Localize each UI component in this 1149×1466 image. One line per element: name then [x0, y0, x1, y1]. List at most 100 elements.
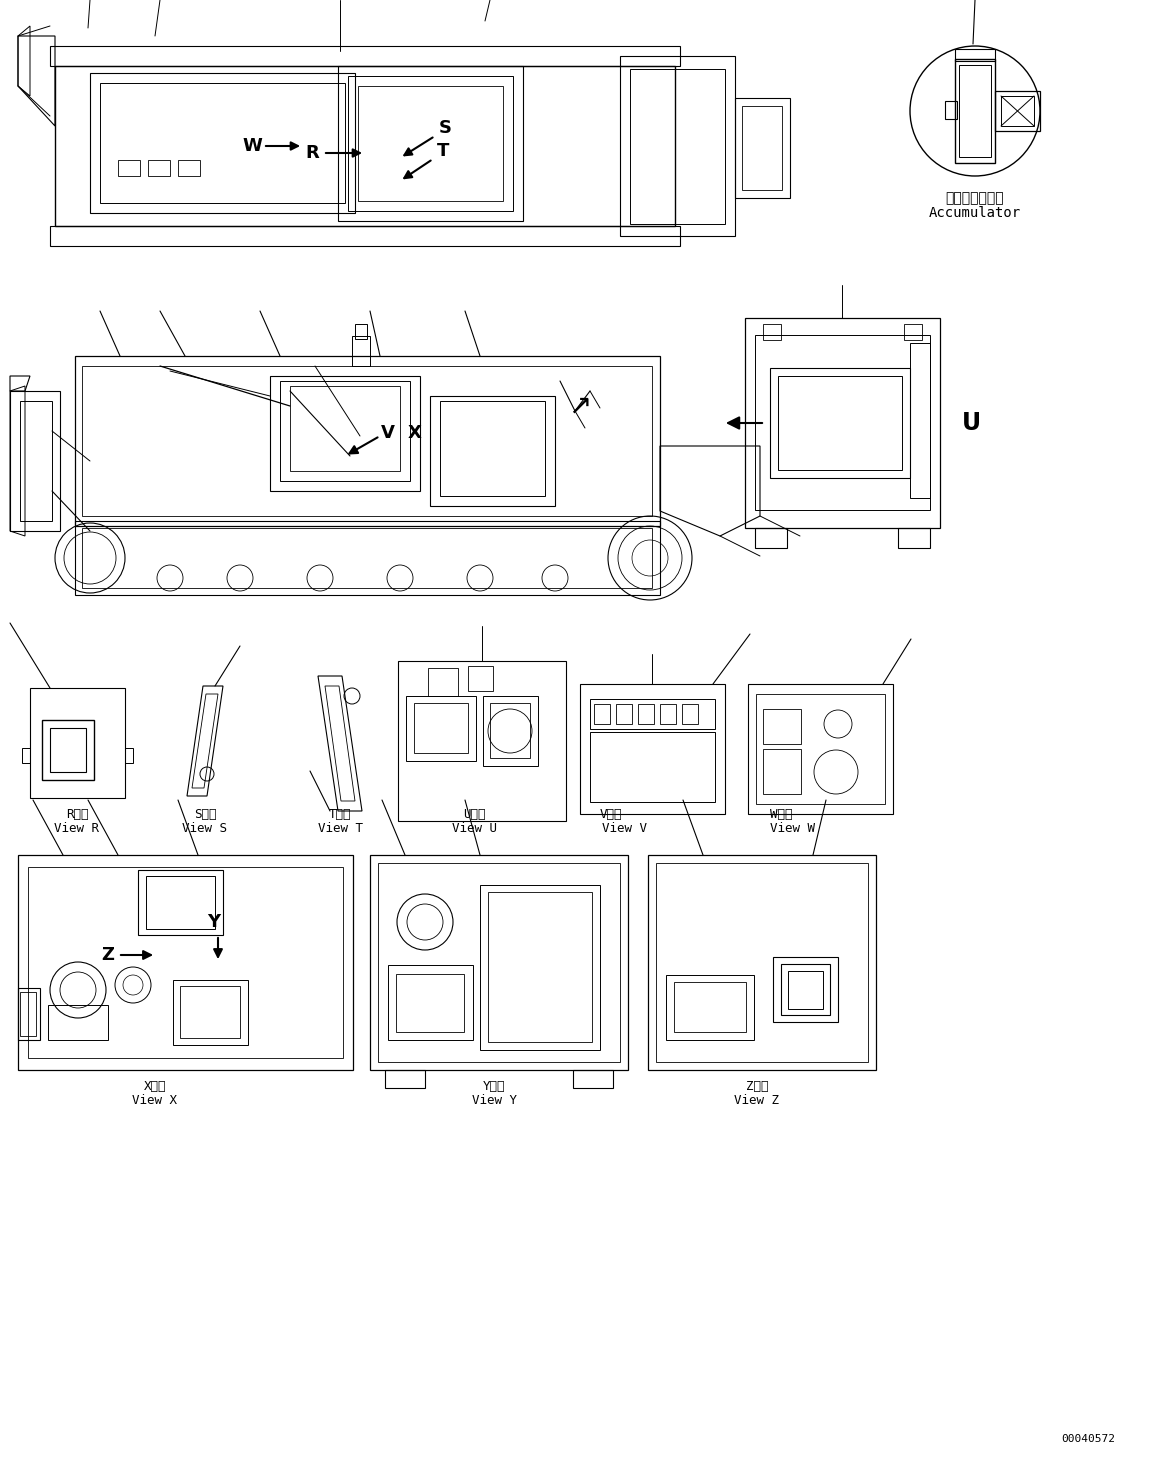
Bar: [763, 324, 781, 340]
Bar: [352, 336, 370, 366]
Bar: [770, 368, 910, 478]
Bar: [148, 160, 170, 176]
Bar: [910, 343, 930, 498]
Bar: [358, 86, 503, 201]
Bar: [580, 685, 725, 814]
Bar: [944, 101, 957, 119]
Bar: [755, 336, 930, 510]
Text: View Y: View Y: [471, 1094, 517, 1107]
Bar: [290, 386, 400, 471]
Bar: [270, 375, 421, 491]
Bar: [398, 661, 566, 821]
Bar: [488, 891, 592, 1042]
Bar: [28, 866, 344, 1058]
Text: V: V: [381, 424, 395, 443]
Bar: [440, 402, 545, 496]
Text: S: S: [439, 119, 452, 136]
Bar: [18, 855, 353, 1070]
Bar: [594, 704, 610, 724]
Text: X: X: [408, 424, 422, 443]
Text: Y: Y: [208, 913, 221, 931]
Text: U　視: U 視: [463, 808, 485, 821]
Text: Z: Z: [101, 946, 115, 965]
Text: View S: View S: [183, 821, 228, 834]
Bar: [406, 696, 476, 761]
Bar: [355, 324, 367, 339]
Bar: [90, 73, 355, 213]
Text: View X: View X: [132, 1094, 177, 1107]
Bar: [742, 106, 782, 191]
Text: R　視: R 視: [65, 808, 88, 821]
Bar: [100, 84, 345, 202]
Bar: [338, 66, 523, 221]
Bar: [660, 704, 676, 724]
Bar: [648, 855, 876, 1070]
Bar: [468, 666, 493, 690]
Bar: [899, 528, 930, 548]
Text: View U: View U: [452, 821, 496, 834]
Bar: [55, 66, 674, 226]
Bar: [388, 965, 473, 1039]
Bar: [748, 685, 893, 814]
Bar: [146, 877, 215, 929]
Bar: [173, 979, 248, 1045]
Bar: [674, 982, 746, 1032]
Bar: [683, 704, 697, 724]
Bar: [778, 375, 902, 471]
Bar: [656, 863, 867, 1061]
Text: T　視: T 視: [329, 808, 352, 821]
Bar: [396, 973, 464, 1032]
Bar: [630, 69, 725, 224]
Bar: [1001, 95, 1034, 126]
Bar: [480, 885, 600, 1050]
Bar: [763, 749, 801, 795]
Bar: [735, 98, 791, 198]
Bar: [620, 56, 735, 236]
Bar: [370, 855, 629, 1070]
Bar: [904, 324, 921, 340]
Text: Accumulator: Accumulator: [928, 207, 1021, 220]
Bar: [348, 76, 512, 211]
Bar: [125, 748, 133, 762]
Text: View W: View W: [770, 821, 815, 834]
Text: U: U: [962, 410, 981, 435]
Bar: [781, 965, 830, 1014]
Bar: [385, 1070, 425, 1088]
Text: View V: View V: [602, 821, 647, 834]
Bar: [427, 668, 458, 696]
Bar: [483, 696, 538, 767]
Bar: [745, 318, 940, 528]
Text: W: W: [242, 136, 262, 155]
Text: R: R: [306, 144, 319, 163]
Bar: [378, 863, 620, 1061]
Text: View T: View T: [317, 821, 362, 834]
Bar: [20, 992, 36, 1036]
Text: X　視: X 視: [144, 1079, 167, 1092]
Bar: [959, 65, 990, 157]
Text: View R: View R: [54, 821, 100, 834]
Bar: [955, 48, 995, 62]
Bar: [48, 1006, 108, 1039]
Text: アキュムレータ: アキュムレータ: [946, 191, 1004, 205]
Text: Y　視: Y 視: [483, 1079, 506, 1092]
Bar: [51, 729, 86, 773]
Text: 00040572: 00040572: [1061, 1434, 1115, 1444]
Bar: [118, 160, 140, 176]
Text: T: T: [437, 142, 449, 160]
Bar: [30, 688, 125, 798]
Bar: [755, 528, 787, 548]
Bar: [22, 748, 30, 762]
Bar: [180, 987, 240, 1038]
Bar: [616, 704, 632, 724]
Bar: [666, 975, 754, 1039]
Bar: [138, 869, 223, 935]
Text: ↗: ↗: [569, 391, 592, 419]
Text: S　視: S 視: [194, 808, 216, 821]
Bar: [178, 160, 200, 176]
Bar: [43, 720, 94, 780]
Bar: [589, 732, 715, 802]
Text: View Z: View Z: [734, 1094, 779, 1107]
Bar: [430, 396, 555, 506]
Bar: [955, 59, 995, 163]
Text: Z　視: Z 視: [746, 1079, 769, 1092]
